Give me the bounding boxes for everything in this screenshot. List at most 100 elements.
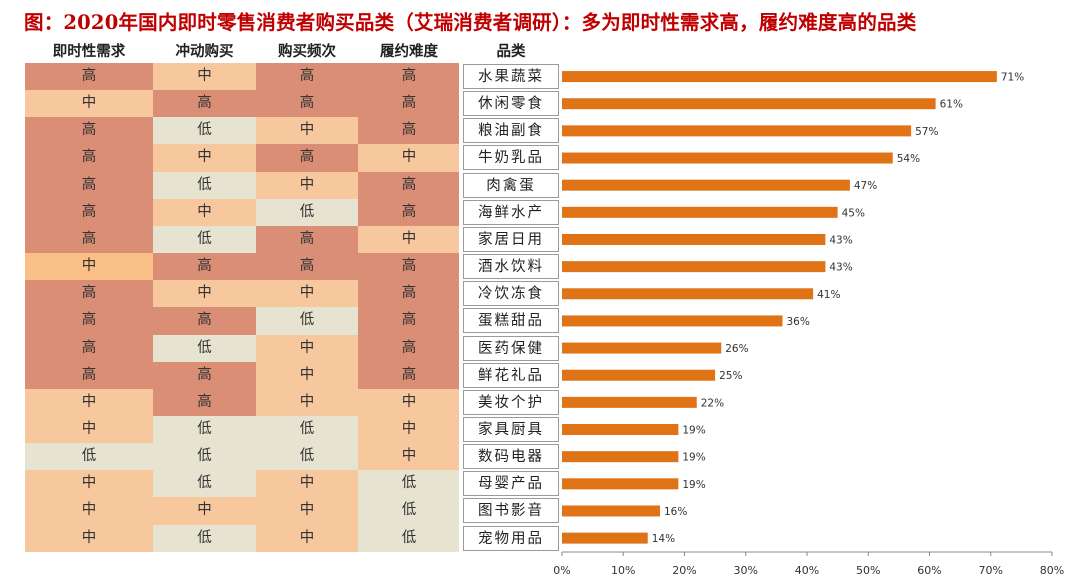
x-tick-label: 30% [734, 564, 758, 577]
bar [562, 288, 814, 300]
cell-impulse: 低 [153, 334, 256, 363]
bar-value-label: 43% [829, 262, 852, 274]
bar-value-label: 41% [817, 289, 840, 301]
cell-frequency: 中 [256, 171, 358, 200]
category-label: 酒水饮料 [463, 254, 559, 280]
cell-fulfillment: 中 [358, 388, 460, 417]
cell-impulse: 高 [153, 253, 256, 281]
bar-value-label: 45% [842, 207, 865, 219]
cell-immediacy: 高 [25, 361, 153, 390]
cell-immediacy: 高 [25, 280, 153, 308]
x-tick-label: 60% [917, 564, 941, 577]
cell-impulse: 中 [153, 497, 256, 526]
cell-fulfillment: 高 [358, 307, 460, 335]
bar [562, 342, 722, 354]
cell-fulfillment: 低 [358, 470, 460, 498]
x-tick-label: 80% [1040, 564, 1064, 577]
cell-impulse: 低 [153, 171, 256, 200]
cell-immediacy: 高 [25, 63, 153, 91]
bar-value-label: 57% [915, 126, 938, 138]
cell-fulfillment: 高 [358, 90, 460, 118]
x-tick-label: 50% [856, 564, 880, 577]
category-label: 图书影音 [463, 498, 559, 524]
category-label: 母婴产品 [463, 471, 559, 497]
cell-immediacy: 低 [25, 443, 153, 471]
category-label: 数码电器 [463, 444, 559, 470]
bar-value-label: 54% [897, 153, 920, 165]
cell-impulse: 低 [153, 443, 256, 471]
bar [562, 424, 679, 436]
cell-impulse: 低 [153, 470, 256, 498]
bar [562, 315, 783, 327]
cell-frequency: 中 [256, 334, 358, 363]
bar-value-label: 43% [829, 234, 852, 246]
cell-immediacy: 中 [25, 524, 153, 553]
category-label: 家居日用 [463, 226, 559, 252]
bar [562, 125, 912, 137]
bar-value-label: 16% [664, 506, 687, 518]
category-label: 宠物用品 [463, 525, 559, 551]
category-label: 医药保健 [463, 335, 559, 361]
cell-immediacy: 高 [25, 117, 153, 145]
cell-fulfillment: 高 [358, 253, 460, 281]
cell-impulse: 中 [153, 63, 256, 91]
x-tick-label: 0% [553, 564, 570, 577]
bar [562, 451, 679, 463]
bar-value-label: 19% [682, 425, 705, 437]
bar [562, 478, 679, 490]
cell-fulfillment: 高 [358, 361, 460, 390]
bar [562, 261, 826, 273]
bar [562, 152, 893, 164]
bar [562, 71, 997, 83]
category-label: 美妆个护 [463, 389, 559, 415]
cell-immediacy: 中 [25, 470, 153, 498]
cell-impulse: 低 [153, 225, 256, 254]
cell-frequency: 中 [256, 280, 358, 308]
cell-immediacy: 中 [25, 253, 153, 281]
cell-impulse: 低 [153, 415, 256, 444]
x-tick-label: 40% [795, 564, 819, 577]
cell-frequency: 中 [256, 497, 358, 526]
header-fulfillment: 履约难度 [380, 43, 438, 60]
cell-fulfillment: 高 [358, 280, 460, 308]
x-tick-label: 10% [611, 564, 635, 577]
cell-fulfillment: 高 [358, 171, 460, 200]
cell-impulse: 中 [153, 144, 256, 173]
cell-impulse: 中 [153, 198, 256, 227]
header-category: 品类 [496, 43, 526, 60]
cell-immediacy: 中 [25, 388, 153, 417]
category-label: 粮油副食 [463, 118, 559, 144]
chart-title: 图：2020年国内即时零售消费者购买品类（艾瑞消费者调研）：多为即时性需求高，履… [24, 11, 917, 34]
cell-impulse: 低 [153, 117, 256, 145]
category-label: 冷饮冻食 [463, 281, 559, 307]
category-label: 水果蔬菜 [463, 64, 559, 89]
header-frequency: 购买频次 [278, 43, 336, 60]
bar-value-label: 36% [787, 316, 810, 328]
header-immediacy: 即时性需求 [52, 43, 126, 60]
bar-value-label: 22% [701, 397, 724, 409]
cell-frequency: 中 [256, 388, 358, 417]
bar [562, 396, 697, 408]
cell-frequency: 低 [256, 443, 358, 471]
cell-immediacy: 中 [25, 497, 153, 526]
cell-immediacy: 高 [25, 307, 153, 335]
cell-frequency: 高 [256, 144, 358, 173]
cell-frequency: 低 [256, 307, 358, 335]
bar-value-label: 47% [854, 180, 877, 192]
category-label: 牛奶乳品 [463, 145, 559, 171]
category-label: 蛋糕甜品 [463, 308, 559, 334]
cell-fulfillment: 低 [358, 524, 460, 553]
cell-frequency: 中 [256, 361, 358, 390]
cell-fulfillment: 中 [358, 443, 460, 471]
cell-fulfillment: 中 [358, 415, 460, 444]
cell-frequency: 高 [256, 90, 358, 118]
cell-impulse: 高 [153, 307, 256, 335]
cell-impulse: 高 [153, 361, 256, 390]
bar-value-label: 71% [1001, 72, 1024, 84]
bar [562, 179, 850, 191]
bar-value-label: 19% [682, 479, 705, 491]
bar-value-label: 26% [725, 343, 748, 355]
bar [562, 206, 838, 218]
cell-fulfillment: 高 [358, 334, 460, 363]
